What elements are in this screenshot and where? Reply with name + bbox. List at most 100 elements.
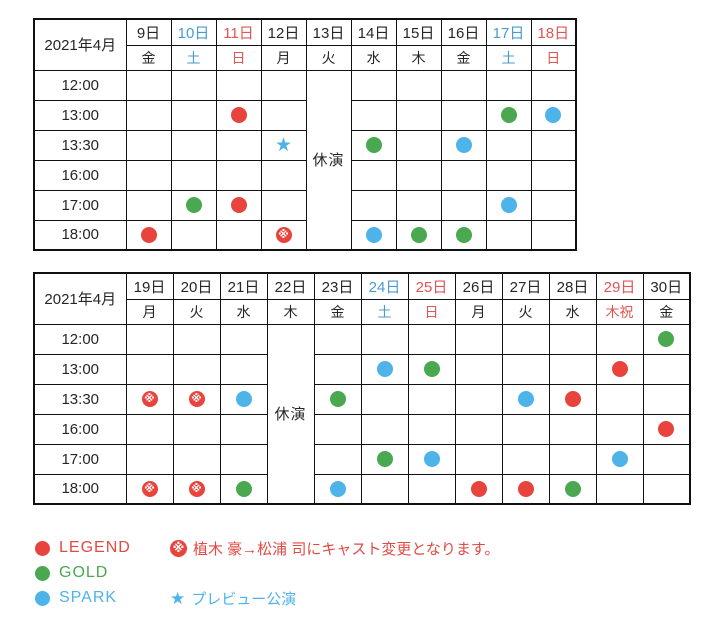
schedule-cell xyxy=(360,353,409,385)
schedule-cell xyxy=(454,383,503,415)
schedule-cell: ※ xyxy=(125,383,174,415)
schedule-cell xyxy=(219,413,268,445)
schedule-cell xyxy=(501,383,550,415)
schedule-cell xyxy=(125,69,172,101)
weekday-header: 水 xyxy=(548,298,597,325)
time-label: 16:00 xyxy=(33,159,127,191)
cast-change-marker: ※ xyxy=(275,226,292,243)
spark-dot xyxy=(517,390,534,407)
schedule-cell xyxy=(260,159,307,191)
legend-row-gold: GOLD xyxy=(35,561,719,585)
legend-row-spark: SPARK ★ プレビュー公演 xyxy=(35,586,719,610)
schedule-cell xyxy=(407,383,456,415)
schedule-cell xyxy=(642,473,691,505)
schedule-cell xyxy=(170,69,217,101)
preview-star-icon: ★ xyxy=(274,134,293,156)
schedule-cell: ※ xyxy=(172,383,221,415)
schedule-cell xyxy=(440,159,487,191)
weekday-header: 月 xyxy=(260,44,307,71)
weekday-header: 木 xyxy=(266,298,315,325)
day-header: 12日 xyxy=(260,18,307,46)
schedule-cell xyxy=(440,99,487,131)
time-label: 16:00 xyxy=(33,413,127,445)
schedule-cell xyxy=(595,383,644,415)
schedule-cell xyxy=(642,323,691,355)
day-header: 13日 xyxy=(305,18,352,46)
schedule-cell xyxy=(642,443,691,475)
schedule-cell xyxy=(219,473,268,505)
time-label: 17:00 xyxy=(33,443,127,475)
gold-dot xyxy=(658,330,675,347)
preview-note-text: プレビュー公演 xyxy=(191,590,297,608)
weekday-header: 木 xyxy=(395,44,442,71)
weekday-header: 火 xyxy=(305,44,352,71)
weekday-header: 土 xyxy=(170,44,217,71)
legend-red-dot-icon xyxy=(35,540,50,556)
schedule-table-1: 2021年4月 9日 10日 11日 12日 13日 14日 15日 16日 17日 18日金土日月… xyxy=(33,18,577,251)
spark-dot xyxy=(455,136,472,153)
legend: LEGEND ※ 植木 豪→松浦 司にキャスト変更となります。 GOLD SPA… xyxy=(35,536,719,610)
schedule-cell xyxy=(485,99,532,131)
spark-dot xyxy=(329,480,346,497)
schedule-cell xyxy=(407,413,456,445)
schedule-cell xyxy=(360,473,409,505)
weekday-header: 日 xyxy=(530,44,577,71)
gold-dot xyxy=(185,196,202,213)
day-header: 28日 xyxy=(548,272,597,300)
weekday-header: 火 xyxy=(501,298,550,325)
day-header: 29日 xyxy=(595,272,644,300)
schedule-cell xyxy=(407,443,456,475)
weekday-header: 水 xyxy=(350,44,397,71)
gold-dot xyxy=(376,450,393,467)
time-label: 17:00 xyxy=(33,189,127,221)
day-header: 16日 xyxy=(440,18,487,46)
legend-dot xyxy=(230,196,247,213)
schedule-cell xyxy=(260,189,307,221)
schedule-cell xyxy=(485,159,532,191)
schedule-cell xyxy=(219,353,268,385)
schedule-cell xyxy=(501,413,550,445)
day-header: 17日 xyxy=(485,18,532,46)
time-label: 13:00 xyxy=(33,353,127,385)
schedule-cell xyxy=(172,443,221,475)
spark-dot xyxy=(545,106,562,123)
schedule-cell xyxy=(395,129,442,161)
spark-dot xyxy=(235,390,252,407)
weekday-header: 月 xyxy=(125,298,174,325)
gold-dot xyxy=(423,360,440,377)
schedule-cell xyxy=(313,323,362,355)
schedule-cell xyxy=(350,99,397,131)
weekday-header: 金 xyxy=(125,44,172,71)
day-header: 9日 xyxy=(125,18,172,46)
schedule-cell xyxy=(172,323,221,355)
day-header: 23日 xyxy=(313,272,362,300)
schedule-cell xyxy=(170,129,217,161)
day-header: 20日 xyxy=(172,272,221,300)
weekday-header: 火 xyxy=(172,298,221,325)
schedule-cell xyxy=(395,189,442,221)
weekday-header: 金 xyxy=(313,298,362,325)
day-header: 25日 xyxy=(407,272,456,300)
schedule-cell xyxy=(530,189,577,221)
gold-green-dot-icon xyxy=(35,565,50,581)
cast-change-icon: ※ xyxy=(170,539,187,557)
cast-change-marker: ※ xyxy=(141,390,158,407)
legend-label-legend: LEGEND xyxy=(59,539,131,556)
schedule-cell xyxy=(125,99,172,131)
spark-dot xyxy=(376,360,393,377)
schedule-cell xyxy=(595,413,644,445)
schedule-cell xyxy=(485,189,532,221)
schedule-cell xyxy=(170,189,217,221)
gold-dot xyxy=(329,390,346,407)
schedule-cell xyxy=(530,129,577,161)
schedule-cell xyxy=(215,99,262,131)
schedule-cell xyxy=(454,353,503,385)
schedule-cell xyxy=(219,443,268,475)
schedule-cell xyxy=(360,413,409,445)
schedule-cell xyxy=(440,219,487,251)
schedule-cell xyxy=(215,189,262,221)
cast-change-marker: ※ xyxy=(141,480,158,497)
schedule-cell xyxy=(530,99,577,131)
schedule-table-2: 2021年4月 19日 20日 21日 22日 23日 24日 25日 26日 27日 28日 29日… xyxy=(33,272,691,505)
schedule-cell xyxy=(642,383,691,415)
